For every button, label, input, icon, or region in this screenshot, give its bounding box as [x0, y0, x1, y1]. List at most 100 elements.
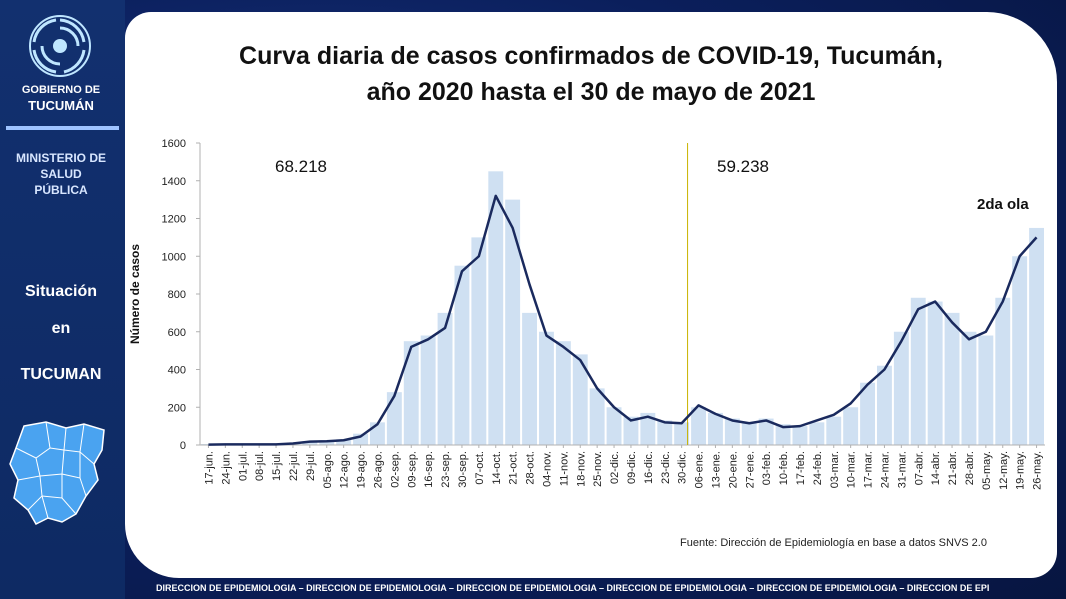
gov-line2: TUCUMÁN — [28, 98, 94, 113]
gov-line1: GOBIERNO DE — [21, 84, 101, 96]
x-tick-label: 05-may. — [981, 451, 993, 490]
x-tick-label: 02-dic. — [609, 451, 621, 484]
x-tick-label: 15-jul. — [271, 451, 283, 481]
x-tick-label: 03-feb. — [761, 451, 773, 485]
bar — [775, 424, 791, 445]
situation-line3: TUCUMAN — [20, 366, 102, 383]
x-tick-label: 22-jul. — [288, 451, 300, 481]
x-tick-label: 26-may. — [1032, 451, 1044, 490]
bar — [961, 331, 977, 445]
x-tick-label: 23-sep. — [440, 451, 452, 488]
x-tick-label: 25-nov. — [592, 451, 604, 487]
bar — [809, 422, 825, 445]
bar — [488, 171, 504, 445]
x-tick-label: 27-ene. — [744, 451, 756, 488]
bar — [437, 312, 453, 445]
x-tick-label: 13-ene. — [710, 451, 722, 488]
ministry-line2: SALUD — [40, 167, 82, 181]
annotation-2020-total: 68.218 — [275, 157, 327, 176]
bar — [471, 237, 487, 445]
chart: 0 200 400 600 800 1000 1200 1400 1600 Número de c… — [128, 138, 1045, 490]
bar — [657, 420, 673, 445]
chart-title: Curva diaria de casos confirmados de COV… — [125, 38, 1057, 110]
bar — [758, 418, 774, 445]
x-tick-label: 01-jul. — [237, 451, 249, 481]
bar — [893, 331, 909, 445]
bar — [674, 422, 690, 445]
y-tick-label: 600 — [168, 327, 186, 339]
bar — [944, 312, 960, 445]
bar — [978, 335, 994, 445]
x-tick-label: 19-ago. — [356, 451, 368, 488]
x-tick-label: 28-abr. — [964, 451, 976, 485]
x-tick-label: 12-may. — [998, 451, 1010, 490]
bar — [843, 407, 859, 445]
bar — [606, 407, 622, 445]
bar — [454, 265, 470, 445]
x-tick-label: 16-sep. — [423, 451, 435, 488]
bar — [589, 388, 605, 445]
x-tick-label: 30-sep. — [457, 451, 469, 488]
annotation-second-wave: 2da ola — [977, 196, 1029, 213]
bar — [403, 341, 419, 445]
bar — [640, 412, 656, 445]
x-tick-label: 11-nov. — [558, 451, 570, 486]
x-tick-label: 17-feb. — [795, 451, 807, 485]
x-tick-label: 30-dic. — [677, 451, 689, 484]
x-tick-label: 09-dic. — [626, 451, 638, 484]
x-tick-label: 16-dic. — [643, 451, 655, 484]
series-line — [208, 194, 1038, 446]
footer-banner: DIRECCION DE EPIDEMIOLOGIA – DIRECCION D… — [156, 583, 990, 593]
bar — [522, 312, 537, 445]
x-tick-label: 31-mar. — [896, 451, 908, 488]
x-tick-label: 24-mar. — [879, 451, 891, 488]
x-tick-label: 21-abr. — [947, 451, 959, 485]
bar — [539, 331, 554, 445]
sidebar: GOBIERNO DE TUCUMÁN MINISTERIO DE SALUD … — [0, 0, 125, 599]
x-tick-label: 03-mar. — [829, 451, 841, 488]
bar — [691, 407, 706, 445]
x-tick-label: 18-nov. — [575, 451, 587, 487]
x-tick-label: 12-ago. — [339, 451, 351, 488]
ministry-line1: MINISTERIO DE — [15, 151, 106, 165]
y-tick-label: 800 — [168, 289, 186, 301]
x-tick-label: 28-oct. — [525, 451, 537, 485]
y-tick-label: 400 — [168, 365, 186, 377]
bar — [555, 341, 571, 445]
y-tick-label: 200 — [168, 402, 186, 414]
bar — [386, 392, 402, 445]
y-tick-label: 0 — [180, 440, 186, 452]
chart-title-line1: Curva diaria de casos confirmados de COV… — [239, 42, 943, 70]
sidebar-divider — [6, 126, 119, 130]
bar — [623, 416, 639, 445]
bar — [724, 418, 740, 445]
situation-line2: en — [51, 320, 71, 337]
x-tick-label: 07-abr. — [913, 451, 925, 485]
bar — [927, 301, 943, 445]
chart-title-line2: año 2020 hasta el 30 de mayo de 2021 — [366, 78, 816, 106]
x-tick-label: 02-sep. — [389, 451, 401, 488]
x-tick-label: 06-ene. — [694, 451, 706, 488]
x-tick-label: 29-jul. — [305, 451, 317, 481]
situation-line1: Situación — [24, 283, 97, 300]
x-tick-label: 21-oct. — [508, 451, 520, 485]
y-axis-label: Número de casos — [128, 244, 142, 344]
x-tick-label: 14-abr. — [930, 451, 942, 485]
bar — [505, 199, 521, 445]
y-tick-label: 1600 — [162, 138, 186, 150]
y-tick-label: 1000 — [162, 251, 186, 263]
bar — [910, 297, 926, 445]
bar — [860, 382, 875, 445]
x-tick-label: 08-jul. — [254, 451, 266, 481]
bar — [995, 297, 1011, 445]
chart-card — [125, 12, 1057, 578]
tucuman-map-icon — [9, 421, 105, 525]
x-tick-label: 20-ene. — [727, 451, 739, 488]
bar — [708, 412, 723, 445]
x-tick-label: 14-oct. — [491, 451, 503, 485]
ministry-line3: PÚBLICA — [34, 183, 88, 197]
x-tick-label: 09-sep. — [406, 451, 418, 488]
x-tick-label: 10-feb. — [778, 451, 790, 485]
x-tick-label: 24-jun. — [220, 451, 232, 485]
bar — [336, 439, 352, 445]
